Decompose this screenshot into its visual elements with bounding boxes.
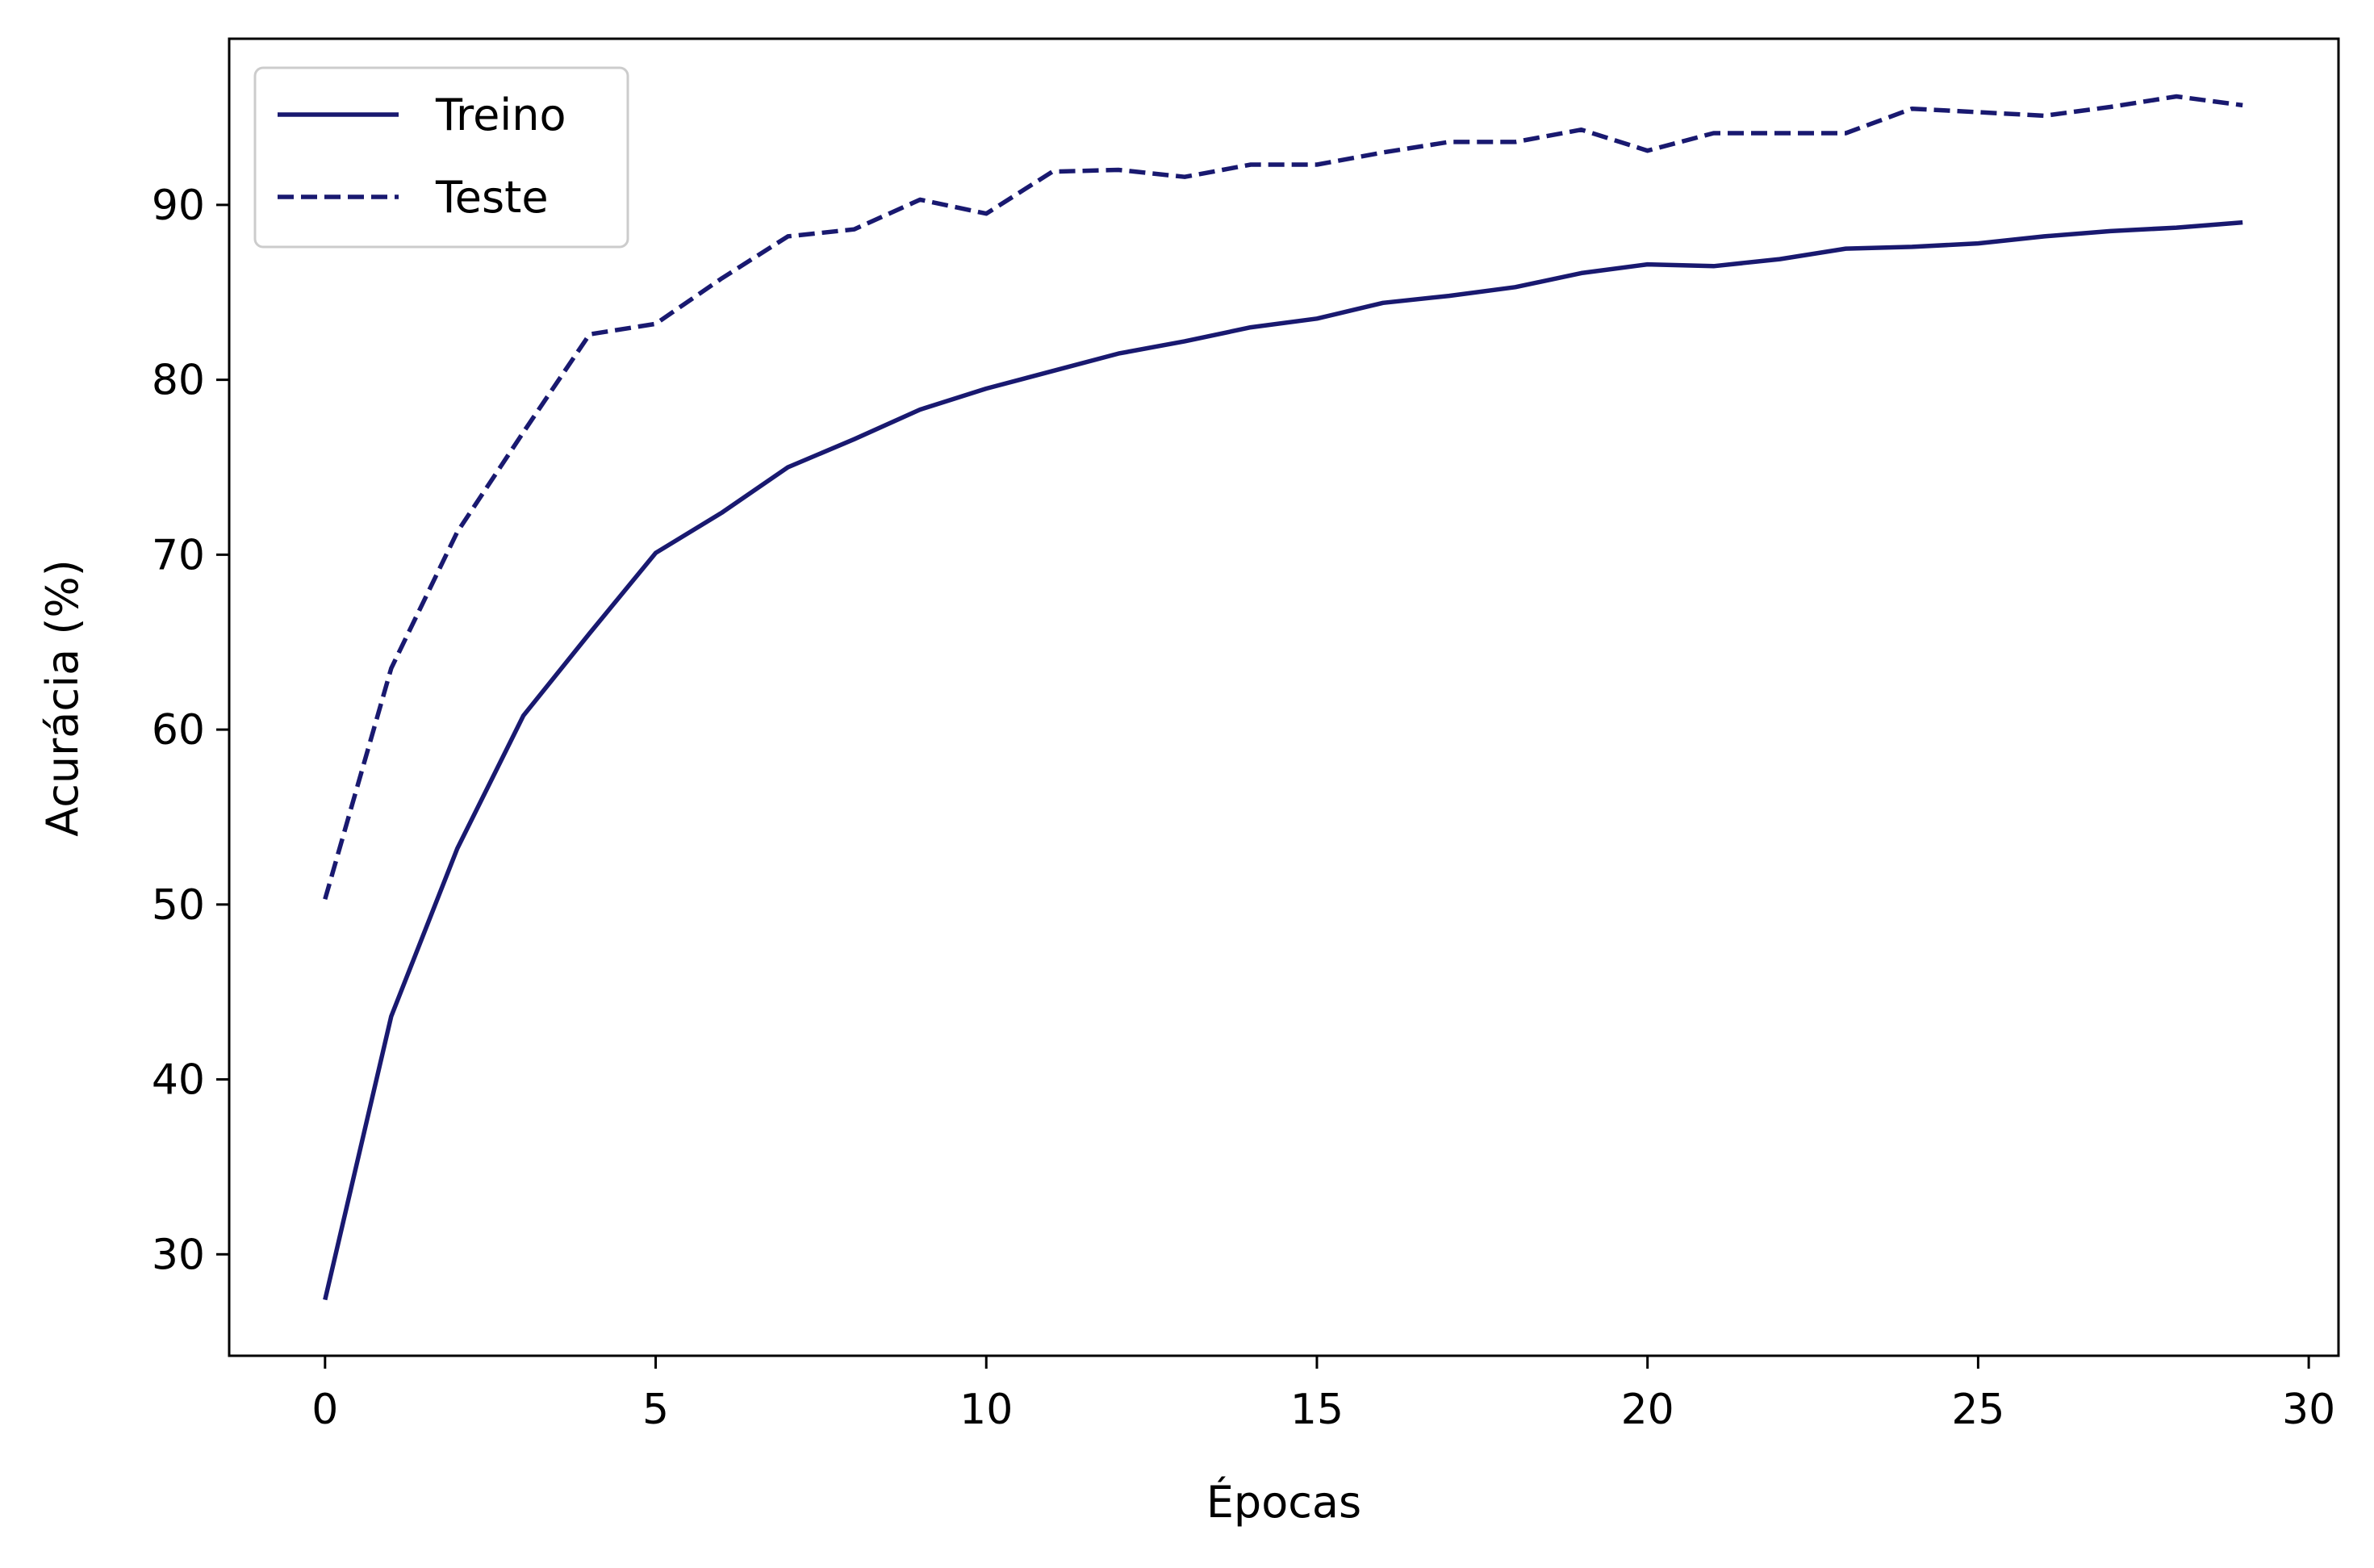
y-tick-label: 60 bbox=[152, 706, 205, 755]
x-tick-label: 15 bbox=[1290, 1386, 1344, 1434]
series-line-treino bbox=[323, 220, 2243, 1301]
y-tick-label: 70 bbox=[152, 531, 205, 579]
x-axis-label: Épocas bbox=[1206, 1477, 1361, 1528]
x-tick-label: 25 bbox=[1951, 1386, 2004, 1434]
x-tick-label: 20 bbox=[1621, 1386, 1674, 1434]
x-tick-label: 10 bbox=[959, 1386, 1013, 1434]
y-tick-label: 80 bbox=[152, 357, 205, 405]
series-layer bbox=[323, 94, 2243, 1301]
x-tick-label: 30 bbox=[2282, 1386, 2335, 1434]
x-axis-ticks: 0 5 10 15 20 25 30 bbox=[311, 1356, 2335, 1434]
y-axis-ticks: 30 40 50 60 70 80 90 bbox=[152, 182, 229, 1279]
series-line-teste bbox=[323, 94, 2243, 901]
legend: Treino Teste bbox=[253, 66, 629, 249]
plot-frame bbox=[228, 37, 2340, 1357]
x-tick-label: 5 bbox=[642, 1386, 669, 1434]
legend-label-treino: Treino bbox=[435, 90, 566, 140]
y-tick-label: 40 bbox=[152, 1056, 205, 1105]
y-tick-label: 90 bbox=[152, 182, 205, 230]
legend-label-teste: Teste bbox=[435, 172, 549, 223]
x-tick-label: 0 bbox=[311, 1386, 338, 1434]
y-axis-label: Acurácia (%) bbox=[37, 559, 88, 837]
y-tick-label: 30 bbox=[152, 1231, 205, 1279]
y-tick-label: 50 bbox=[152, 881, 205, 930]
